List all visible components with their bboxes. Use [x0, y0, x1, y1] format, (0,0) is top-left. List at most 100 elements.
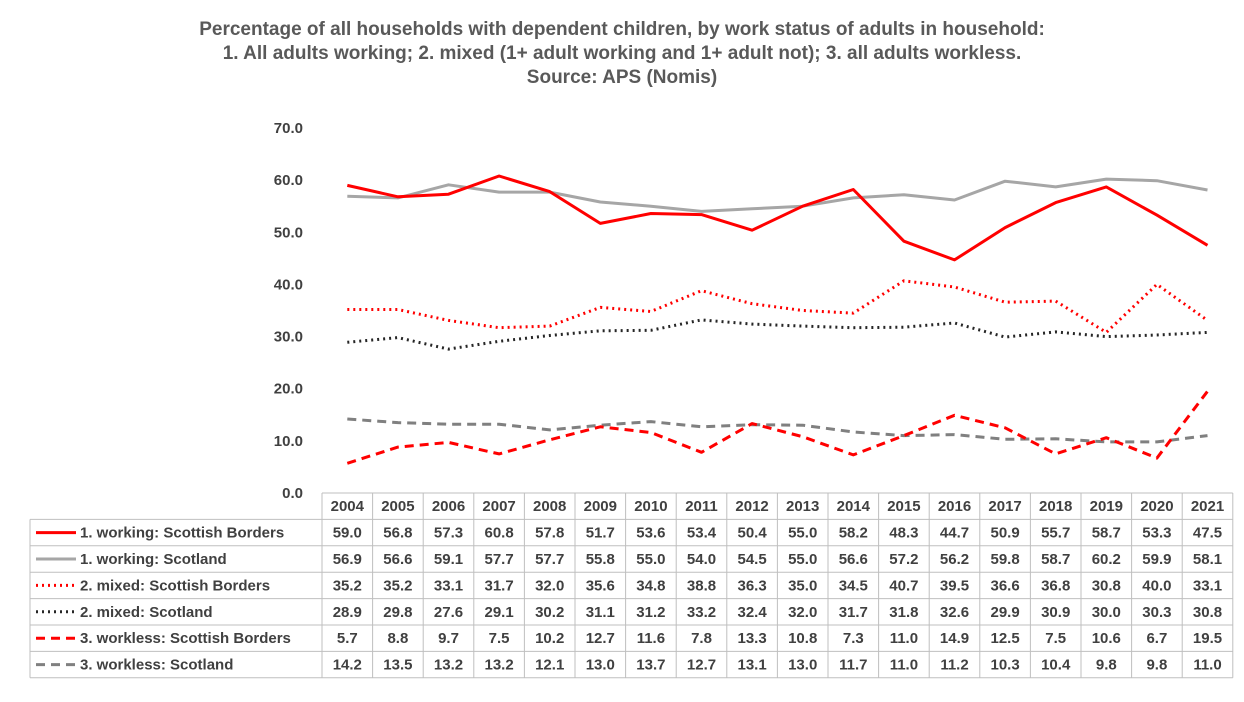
table-cell: 35.2 — [383, 577, 412, 594]
x-tick-label: 2009 — [584, 498, 617, 515]
table-cell: 39.5 — [940, 577, 969, 594]
table-cell: 57.8 — [535, 525, 564, 542]
table-cell: 12.1 — [535, 657, 564, 674]
series-line — [346, 390, 1209, 465]
x-tick-label: 2005 — [381, 498, 414, 515]
table-cell: 34.8 — [636, 577, 665, 594]
table-cell: 7.5 — [489, 630, 510, 647]
table-cell: 59.0 — [333, 525, 362, 542]
table-cell: 11.0 — [1193, 657, 1221, 674]
table-cell: 13.0 — [586, 657, 615, 674]
table-cell: 55.7 — [1041, 525, 1070, 542]
table-cell: 32.6 — [940, 604, 969, 621]
table-cell: 36.6 — [990, 577, 1019, 594]
table-cell: 33.1 — [1193, 577, 1222, 594]
y-tick-label: 70.0 — [274, 120, 303, 137]
table-cell: 13.2 — [434, 657, 463, 674]
table-cell: 59.1 — [434, 551, 463, 568]
table-cell: 10.2 — [535, 630, 564, 647]
table-cell: 19.5 — [1193, 630, 1222, 647]
x-tick-label: 2021 — [1191, 498, 1224, 515]
chart-title-line-2: 1. All adults working; 2. mixed (1+ adul… — [222, 43, 1022, 64]
table-cell: 30.0 — [1092, 604, 1121, 621]
table-cell: 55.0 — [636, 551, 665, 568]
chart-title-line-3: Source: APS (Nomis) — [526, 67, 718, 88]
table-cell: 13.7 — [636, 657, 665, 674]
y-tick-label: 0.0 — [282, 485, 303, 502]
table-cell: 29.9 — [990, 604, 1019, 621]
table-cell: 30.8 — [1092, 577, 1121, 594]
table-cell: 35.6 — [586, 577, 615, 594]
table-cell: 31.7 — [839, 604, 868, 621]
table-cell: 50.9 — [990, 525, 1019, 542]
table-cell: 51.7 — [586, 525, 615, 542]
table-cell: 11.0 — [890, 630, 918, 647]
x-tick-label: 2020 — [1140, 498, 1173, 515]
legend-entry: 2. mixed: Scottish Borders — [80, 577, 270, 594]
table-cell: 14.2 — [333, 657, 362, 674]
series-line — [346, 174, 1209, 262]
table-cell: 59.9 — [1142, 551, 1171, 568]
table-cell: 8.8 — [387, 630, 408, 647]
table-cell: 6.7 — [1146, 630, 1167, 647]
legend-entry: 3. workless: Scottish Borders — [80, 630, 291, 647]
table-cell: 36.8 — [1041, 577, 1070, 594]
table-cell: 31.8 — [889, 604, 918, 621]
table-cell: 50.4 — [737, 525, 767, 542]
x-tick-label: 2004 — [331, 498, 365, 515]
legend-entry: 3. workless: Scotland — [80, 657, 233, 674]
table-cell: 35.0 — [788, 577, 817, 594]
table-cell: 57.7 — [484, 551, 513, 568]
table-cell: 38.8 — [687, 577, 716, 594]
table-cell: 7.8 — [691, 630, 712, 647]
table-cell: 57.2 — [889, 551, 918, 568]
table-cell: 55.8 — [586, 551, 615, 568]
table-cell: 31.2 — [636, 604, 665, 621]
y-tick-label: 40.0 — [274, 276, 303, 293]
table-cell: 33.2 — [687, 604, 716, 621]
table-cell: 28.9 — [333, 604, 362, 621]
series-line — [347, 177, 1208, 213]
table-cell: 13.0 — [788, 657, 817, 674]
y-tick-label: 10.0 — [274, 433, 303, 450]
table-cell: 14.9 — [940, 630, 969, 647]
table-cell: 7.3 — [843, 630, 864, 647]
table-cell: 32.0 — [535, 577, 564, 594]
table-cell: 53.4 — [687, 525, 717, 542]
table-cell: 10.4 — [1041, 657, 1071, 674]
table-cell: 12.7 — [586, 630, 615, 647]
table-cell: 44.7 — [940, 525, 969, 542]
table-cell: 36.3 — [737, 577, 766, 594]
table-cell: 12.5 — [990, 630, 1019, 647]
table-cell: 58.1 — [1193, 551, 1222, 568]
table-cell: 33.1 — [434, 577, 463, 594]
series-line — [347, 279, 1209, 334]
table-cell: 10.6 — [1092, 630, 1121, 647]
x-tick-label: 2007 — [482, 498, 515, 515]
table-cell: 60.2 — [1092, 551, 1121, 568]
table-cell: 32.4 — [737, 604, 767, 621]
x-tick-label: 2011 — [685, 498, 718, 515]
data-table: 2004 2005 2006 2007 2008 2009 2010 2011 2012 2013… — [29, 492, 1234, 679]
table-cell: 60.8 — [484, 525, 513, 542]
table-cell: 11.6 — [637, 630, 665, 647]
x-tick-label: 2008 — [533, 498, 566, 515]
x-tick-label: 2017 — [988, 498, 1021, 515]
table-cell: 7.5 — [1045, 630, 1066, 647]
table-cell: 11.2 — [940, 657, 968, 674]
table-cell: 34.5 — [839, 577, 868, 594]
table-cell: 11.7 — [839, 657, 867, 674]
table-cell: 56.2 — [940, 551, 969, 568]
table-cell: 59.8 — [990, 551, 1019, 568]
table-cell: 9.7 — [438, 630, 459, 647]
x-tick-label: 2012 — [735, 498, 768, 515]
table-cell: 29.1 — [484, 604, 513, 621]
legend-entry: 1. working: Scottish Borders — [80, 525, 284, 542]
table-cell: 56.6 — [839, 551, 868, 568]
table-cell: 31.1 — [586, 604, 615, 621]
table-cell: 54.0 — [687, 551, 716, 568]
chart-title: Percentage of all households with depend… — [0, 18, 1244, 90]
chart-title-line-1: Percentage of all households with depend… — [199, 19, 1045, 40]
table-cell: 54.5 — [737, 551, 766, 568]
